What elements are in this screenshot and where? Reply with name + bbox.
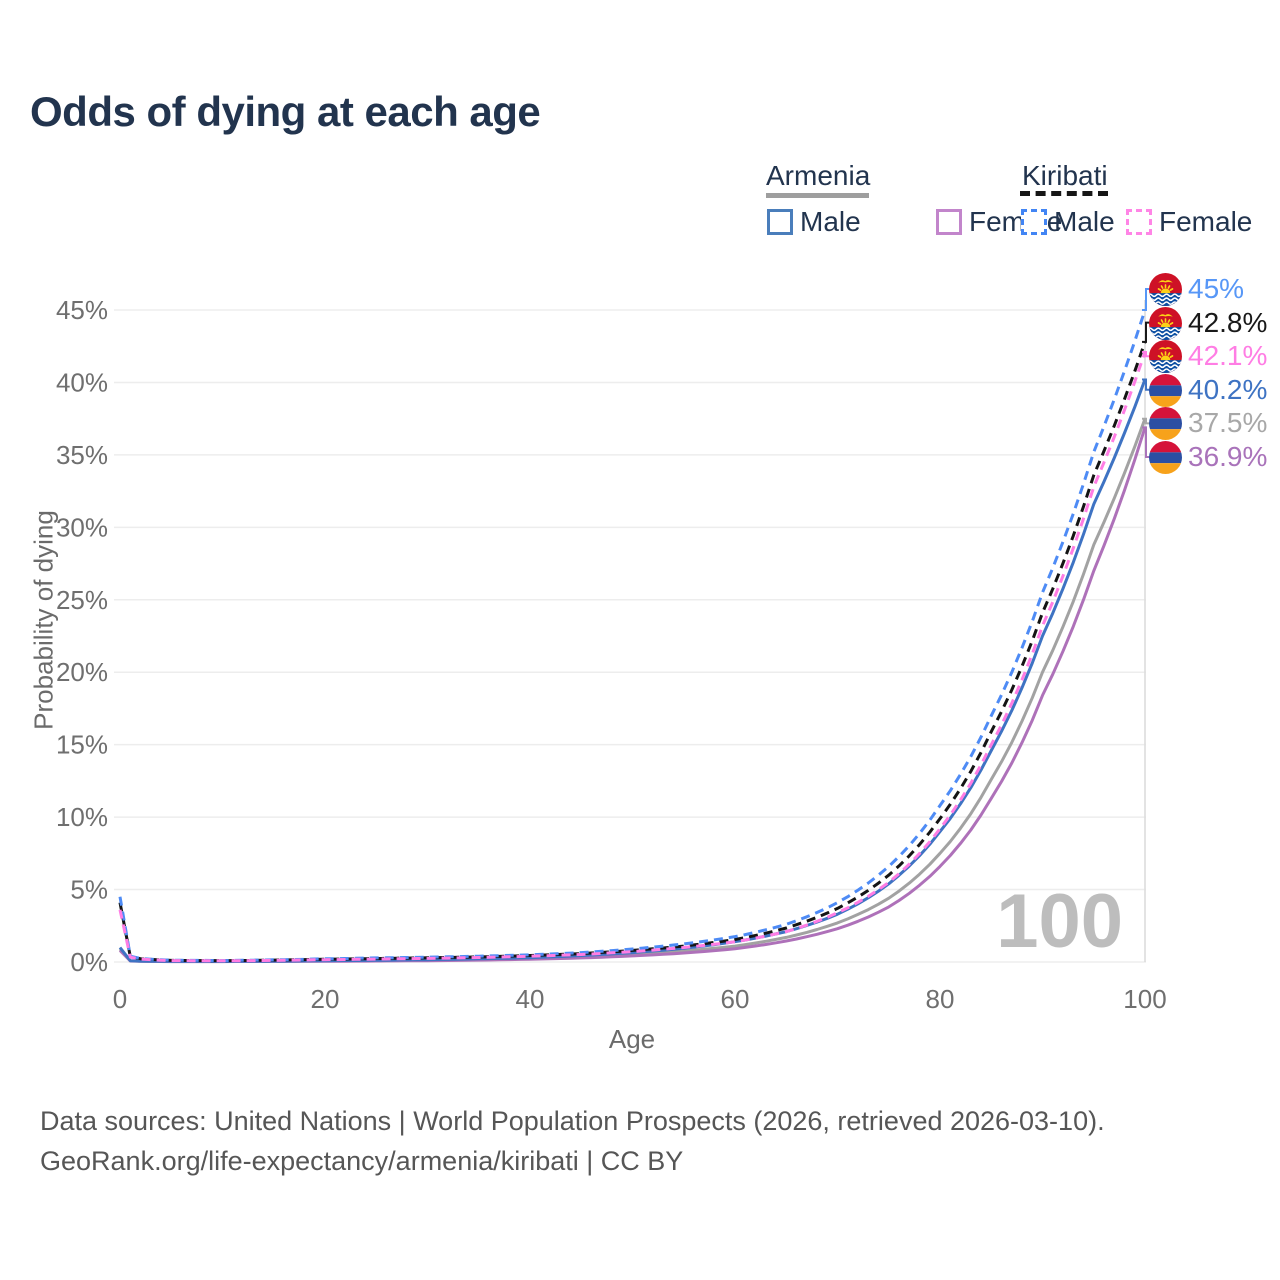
y-tick-label: 40% — [56, 367, 108, 397]
data-sources-line: Data sources: United Nations | World Pop… — [40, 1106, 1105, 1136]
end-label-armenia-male: 40.2% — [1149, 373, 1267, 407]
kiribati-flag-icon — [1149, 307, 1182, 340]
y-tick-label: 5% — [70, 875, 108, 905]
series-line-kiribati-male[interactable] — [118, 309, 1147, 963]
end-label-kiribati-male: 45% — [1149, 272, 1244, 306]
x-axis-title: Age — [608, 1024, 656, 1054]
series-line-armenia-both-sexes[interactable] — [118, 418, 1147, 963]
legend-underline-armenia — [766, 193, 869, 198]
kiribati-male-swatch-icon — [1021, 209, 1047, 235]
y-tick-label: 35% — [56, 440, 108, 470]
armenia-flag-icon — [1149, 374, 1182, 407]
kiribati-flag-icon — [1149, 273, 1182, 306]
x-tick-label: 20 — [311, 984, 340, 1014]
end-label-armenia-both-sexes: 37.5% — [1149, 406, 1267, 440]
series-line-armenia-male[interactable] — [118, 378, 1147, 963]
legend-group-title-kiribati[interactable]: Kiribati — [1022, 160, 1108, 191]
end-label-value: 42.8% — [1188, 307, 1268, 338]
y-tick-label: 25% — [56, 585, 108, 615]
legend-item-kiribati-male[interactable]: Male — [1021, 206, 1115, 238]
end-label-leader — [1142, 378, 1150, 391]
armenia-flag-icon — [1149, 407, 1182, 440]
age-watermark: 100 — [996, 879, 1123, 964]
x-tick-label: 60 — [721, 984, 750, 1014]
legend-item-kiribati-female[interactable]: Female — [1126, 206, 1252, 238]
armenia-flag-icon — [1149, 441, 1182, 474]
end-label-armenia-female: 36.9% — [1149, 440, 1267, 474]
legend-group-title-armenia[interactable]: Armenia — [766, 160, 871, 191]
attribution-line[interactable]: GeoRank.org/life-expectancy/armenia/kiri… — [40, 1146, 684, 1176]
end-label-value: 37.5% — [1188, 407, 1268, 438]
end-label-leader — [1142, 321, 1150, 343]
end-label-kiribati-both-sexes: 42.8% — [1149, 306, 1267, 340]
end-label-kiribati-female: 42.1% — [1149, 339, 1267, 373]
legend-underline-kiribati — [1020, 191, 1108, 196]
legend-label-armenia-male: Male — [800, 206, 861, 237]
y-tick-label: 15% — [56, 730, 108, 760]
legend-label-kiribati-female: Female — [1159, 206, 1253, 237]
kiribati-female-swatch-icon — [1126, 209, 1152, 235]
series-line-armenia-female[interactable] — [118, 426, 1147, 964]
x-tick-label: 100 — [1123, 984, 1166, 1014]
x-tick-label: 80 — [926, 984, 955, 1014]
legend-label-kiribati-male: Male — [1054, 206, 1115, 237]
end-label-leader — [1142, 288, 1150, 311]
legend-item-armenia-male[interactable]: Male — [767, 206, 861, 238]
end-label-value: 36.9% — [1188, 441, 1268, 472]
end-label-value: 45% — [1188, 273, 1245, 304]
y-axis-title: Probability of dying — [28, 510, 59, 730]
armenia-male-swatch-icon — [767, 209, 793, 235]
armenia-female-swatch-icon — [936, 209, 962, 235]
y-tick-label: 30% — [56, 512, 108, 542]
series-line-kiribati-both-sexes[interactable] — [118, 341, 1147, 963]
x-tick-label: 0 — [113, 984, 127, 1014]
end-label-leader — [1142, 417, 1150, 425]
y-tick-label: 45% — [56, 295, 108, 325]
end-label-leader — [1142, 426, 1150, 458]
kiribati-flag-icon — [1149, 340, 1182, 373]
y-tick-label: 0% — [70, 947, 108, 977]
y-tick-label: 10% — [56, 802, 108, 832]
end-label-value: 40.2% — [1188, 374, 1268, 405]
end-label-leader — [1142, 351, 1150, 358]
x-tick-label: 40 — [516, 984, 545, 1014]
y-tick-label: 20% — [56, 657, 108, 687]
series-line-kiribati-female[interactable] — [118, 351, 1147, 963]
end-label-value: 42.1% — [1188, 340, 1268, 371]
chart-title: Odds of dying at each age — [30, 88, 541, 135]
